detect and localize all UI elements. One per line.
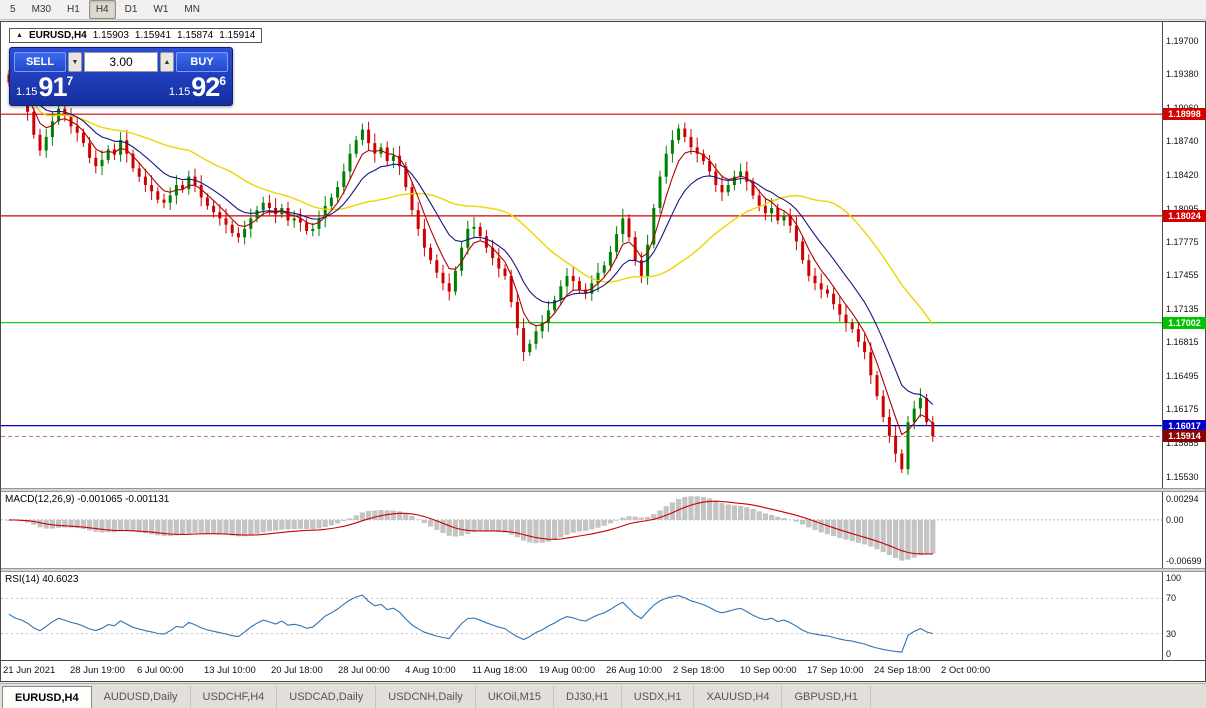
sell-price-big-digits: 91 (38, 72, 67, 102)
sell-price-display[interactable]: 1.15 91 7 (14, 74, 75, 101)
timeframe-button-5[interactable]: 5 (10, 4, 16, 15)
price-tick: 1.15530 (1166, 471, 1199, 482)
price-tick: 1.18740 (1166, 136, 1199, 147)
sell-button[interactable]: SELL (14, 52, 66, 72)
price-tick: 1.18095 (1166, 203, 1199, 214)
time-tick: 28 Jul 00:00 (338, 665, 390, 676)
sell-price-pip-digit: 7 (66, 74, 74, 88)
time-tick: 11 Aug 18:00 (472, 665, 528, 676)
macd-label: MACD(12,26,9) -0.001065 -0.001131 (5, 494, 170, 505)
chart-tab-ukoil-m15[interactable]: UKOil,M15 (476, 686, 554, 708)
chart-collapse-icon: ▲ (16, 32, 23, 39)
current-price-badge: 1.15914 (1163, 430, 1206, 443)
time-tick: 19 Aug 00:00 (539, 665, 595, 676)
rsi-chart (1, 594, 1162, 653)
timeframe-button-w1[interactable]: W1 (153, 4, 169, 15)
lot-increase-button[interactable]: ▲ (160, 52, 174, 72)
rsi-tick: 0 (1166, 649, 1172, 659)
price-axis[interactable]: 1.19700 1.19380 1.19060 1.18740 1.18420 1.180… (1162, 22, 1206, 660)
price-tick: 1.17455 (1166, 270, 1199, 281)
chart-tab-xauusd-h4[interactable]: XAUUSD,H4 (694, 686, 783, 708)
hline-price-badge: 1.18998 (1163, 108, 1206, 121)
timeframe-button-h1[interactable]: H1 (67, 4, 80, 15)
lot-decrease-button[interactable]: ▼ (68, 52, 82, 72)
price-tick: 1.15855 (1166, 437, 1199, 448)
price-tick: 1.16175 (1166, 404, 1199, 415)
hline-price-badge: 1.18024 (1163, 209, 1206, 222)
low-value: 1.15874 (177, 30, 214, 41)
chart-tab-gbpusd-h1[interactable]: GBPUSD,H1 (782, 686, 872, 708)
close-value: 1.15914 (219, 30, 256, 41)
macd-tick: -0.00699 (1166, 556, 1202, 566)
price-tick: 1.16815 (1166, 337, 1199, 348)
rsi-tick: 100 (1166, 573, 1182, 583)
price-tick: 1.17135 (1166, 303, 1199, 314)
time-tick: 6 Jul 00:00 (137, 665, 184, 676)
open-value: 1.15903 (92, 30, 129, 41)
buy-price-pip-digit: 6 (219, 74, 226, 88)
rsi-pane[interactable]: RSI(14) 40.6023 (1, 572, 1162, 660)
chart-tab-usdx-h1[interactable]: USDX,H1 (622, 686, 695, 708)
hline-price-badge: 1.17002 (1163, 316, 1206, 329)
high-value: 1.15941 (134, 30, 172, 41)
price-tick: 1.17775 (1166, 236, 1199, 247)
chart-tab-usdcad-daily[interactable]: USDCAD,Daily (277, 686, 377, 708)
macd-chart (1, 496, 1162, 561)
price-tick: 1.19380 (1166, 69, 1199, 80)
price-tick: 1.19060 (1166, 103, 1199, 113)
time-tick: 20 Jul 18:00 (271, 665, 323, 676)
time-tick: 21 Jun 2021 (3, 665, 56, 676)
time-tick: 13 Jul 10:00 (204, 665, 256, 676)
timeframe-button-h4[interactable]: H4 (88, 0, 116, 19)
chart-tab-usdchf-h4[interactable]: USDCHF,H4 (191, 686, 278, 708)
chart-tab-eurusd-h4[interactable]: EURUSD,H4 (2, 686, 92, 708)
time-tick: 28 Jun 19:00 (70, 665, 125, 676)
ohlc-info-box: ▲ EURUSD,H4 1.15903 1.15941 1.15874 1.15… (9, 28, 263, 43)
hline-price-badge: 1.16017 (1163, 419, 1206, 432)
chart-tabs-bar: EURUSD,H4 AUDUSD,Daily USDCHF,H4 USDCAD,Dai… (0, 683, 1206, 708)
timeframe-toolbar: 5 M30 H1 H4 D1 W1 MN (0, 0, 1206, 20)
pane-splitter-macd[interactable] (1, 488, 1205, 492)
sell-price-prefix: 1.15 (16, 86, 38, 98)
macd-pane[interactable]: MACD(12,26,9) -0.001065 -0.001131 (1, 492, 1162, 568)
macd-tick: 0.00 (1166, 514, 1184, 525)
time-tick: 2 Oct 00:00 (941, 665, 991, 676)
lot-size-input[interactable] (84, 52, 158, 72)
chart-tab-audusd-daily[interactable]: AUDUSD,Daily (92, 686, 191, 708)
macd-tick: 0.00294 (1166, 494, 1199, 504)
time-tick: 17 Sep 10:00 (807, 665, 864, 676)
buy-button[interactable]: BUY (176, 52, 228, 72)
price-tick: 1.16495 (1166, 370, 1199, 381)
time-tick: 2 Sep 18:00 (673, 665, 725, 676)
time-tick: 24 Sep 18:00 (874, 665, 931, 676)
timeframe-button-d1[interactable]: D1 (124, 4, 138, 15)
price-tick: 1.19700 (1166, 35, 1199, 46)
time-tick: 4 Aug 10:00 (405, 665, 456, 676)
buy-price-prefix: 1.15 (168, 86, 191, 98)
rsi-label: RSI(14) 40.6023 (5, 574, 79, 585)
chevron-up-icon: ▲ (163, 58, 171, 66)
time-tick: 26 Aug 10:00 (606, 665, 662, 676)
price-tick: 1.18420 (1166, 169, 1199, 180)
timeframe-button-mn[interactable]: MN (184, 4, 200, 15)
timeframe-button-m30[interactable]: M30 (31, 4, 52, 15)
chart-window: ▲ EURUSD,H4 1.15903 1.15941 1.15874 1.15… (0, 21, 1206, 682)
rsi-tick: 70 (1166, 593, 1177, 604)
buy-price-display[interactable]: 1.15 92 6 (167, 74, 228, 101)
rsi-tick: 30 (1166, 628, 1177, 639)
pane-splitter-rsi[interactable] (1, 568, 1205, 572)
symbol-label: EURUSD,H4 (28, 30, 87, 41)
buy-price-big-digits: 92 (191, 72, 220, 102)
chart-tab-dj30-h1[interactable]: DJ30,H1 (554, 686, 622, 708)
chart-tab-usdcnh-daily[interactable]: USDCNH,Daily (376, 686, 476, 708)
time-axis: 21 Jun 2021 28 Jun 19:00 6 Jul 00:00 13 Jul… (1, 660, 1205, 681)
time-tick: 10 Sep 00:00 (740, 665, 797, 676)
chevron-down-icon: ▼ (71, 58, 79, 66)
